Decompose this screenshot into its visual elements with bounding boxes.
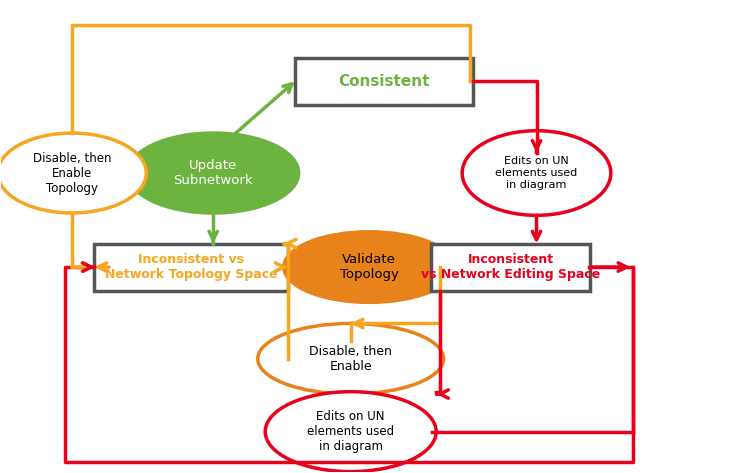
Ellipse shape [128,133,298,213]
Text: Disable, then
Enable
Topology: Disable, then Enable Topology [33,151,111,194]
Text: Inconsistent vs
Network Topology Space: Inconsistent vs Network Topology Space [104,253,278,281]
FancyBboxPatch shape [430,244,590,290]
Text: Edits on UN
elements used
in diagram: Edits on UN elements used in diagram [495,157,577,190]
Text: Disable, then
Enable: Disable, then Enable [310,345,392,373]
FancyBboxPatch shape [295,58,473,105]
Text: Edits on UN
elements used
in diagram: Edits on UN elements used in diagram [307,410,395,453]
Text: Consistent: Consistent [339,74,430,89]
Text: Validate
Topology: Validate Topology [340,253,398,281]
Ellipse shape [283,232,455,302]
Text: Update
Subnetwork: Update Subnetwork [173,159,253,187]
Text: Inconsistent
vs Network Editing Space: Inconsistent vs Network Editing Space [421,253,600,281]
Ellipse shape [266,392,436,472]
Ellipse shape [463,131,611,215]
Ellipse shape [258,324,444,394]
Ellipse shape [0,133,146,213]
FancyBboxPatch shape [94,244,287,290]
